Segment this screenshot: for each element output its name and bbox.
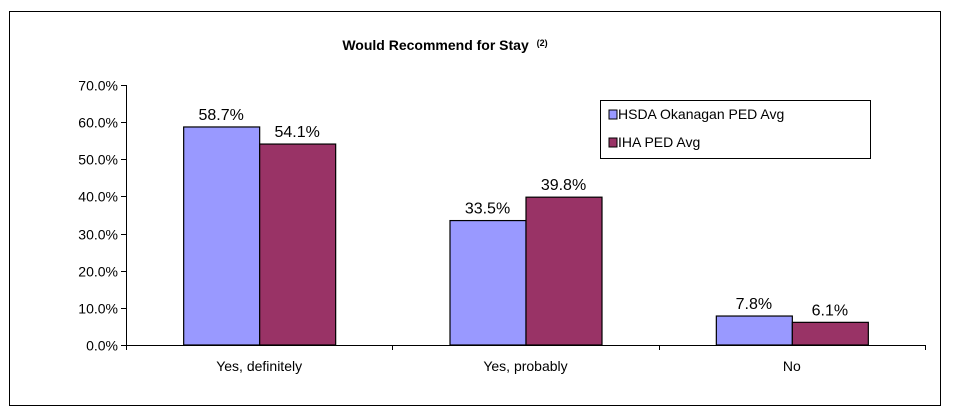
chart-title-text: Would Recommend for Stay	[342, 37, 529, 53]
bar	[715, 315, 793, 346]
legend-label-hsda: HSDA Okanagan PED Avg	[618, 106, 784, 122]
chart-title-superscript: (2)	[537, 38, 548, 48]
bar-value-label: 6.1%	[812, 302, 848, 319]
bar	[449, 219, 527, 346]
bar-value-label: 7.8%	[736, 296, 772, 313]
y-tick-label: 10.0%	[78, 301, 118, 317]
bar	[791, 321, 869, 346]
x-tick-label: Yes, definitely	[216, 358, 302, 374]
legend-swatch-iha	[608, 137, 618, 148]
chart-title: Would Recommend for Stay (2)	[342, 37, 547, 53]
data-labels-group: 58.7% 54.1% 33.5% 39.8% 7.8% 6.1%	[198, 107, 848, 319]
y-tick-label: 70.0%	[78, 78, 118, 94]
bar	[525, 196, 603, 346]
y-axis-ticks: 0.0% 10.0% 20.0% 30.0% 40.0% 50.0% 60.0% 70.0%	[78, 78, 126, 354]
bars-group	[183, 126, 869, 346]
legend-label-iha: IHA PED Avg	[618, 134, 700, 150]
x-tick-label: No	[783, 358, 801, 374]
bar	[259, 143, 337, 346]
y-tick-label: 0.0%	[86, 338, 118, 354]
legend: HSDA Okanagan PED Avg IHA PED Avg	[600, 100, 871, 159]
x-tick-label: Yes, probably	[483, 358, 567, 374]
y-tick-label: 60.0%	[78, 115, 118, 131]
bar-value-label: 58.7%	[198, 107, 243, 124]
bar-value-label: 39.8%	[541, 177, 586, 194]
axes-group	[126, 85, 925, 346]
bar-value-label: 54.1%	[274, 124, 319, 141]
y-tick-label: 50.0%	[78, 152, 118, 168]
bar-value-label: 33.5%	[465, 201, 510, 218]
legend-swatch-hsda	[608, 109, 618, 120]
bar	[183, 126, 261, 346]
y-tick-label: 40.0%	[78, 189, 118, 205]
y-tick-label: 30.0%	[78, 227, 118, 243]
legend-box	[600, 100, 871, 159]
y-tick-label: 20.0%	[78, 264, 118, 280]
x-axis-labels: Yes, definitely Yes, probably No	[126, 345, 926, 374]
